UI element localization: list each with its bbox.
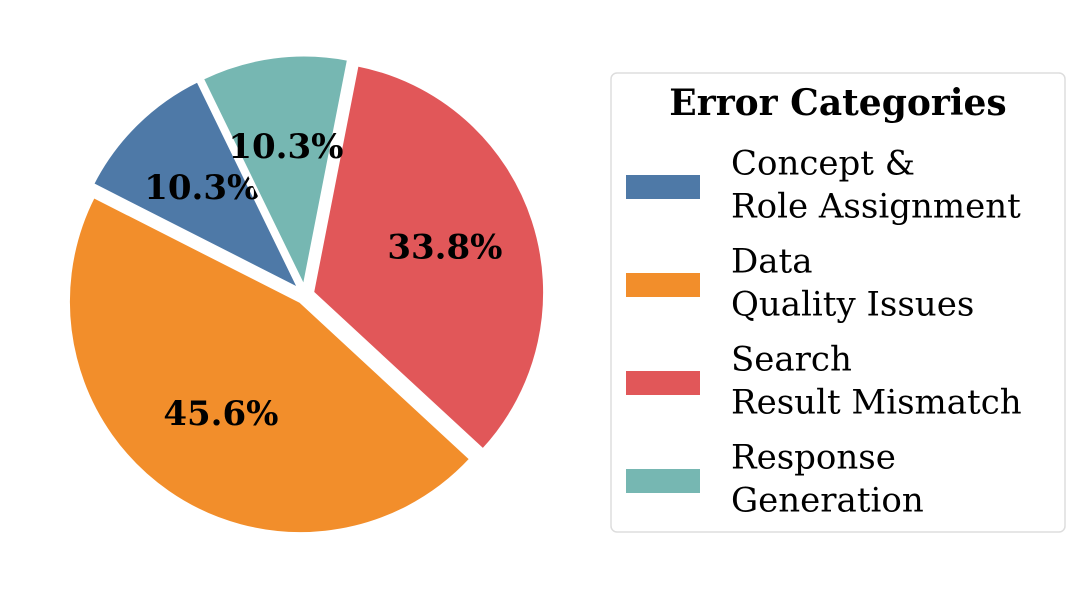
legend-label: Search Result Mismatch <box>731 340 1022 423</box>
pie-slice <box>90 78 303 293</box>
slice-label: 10.3% <box>228 127 343 167</box>
legend-title: Error Categories <box>669 82 1006 124</box>
pie-slice <box>200 53 351 292</box>
legend-box <box>610 72 1066 533</box>
legend-swatch <box>626 371 700 395</box>
legend-swatch <box>626 469 700 493</box>
legend-swatch <box>626 273 700 297</box>
legend-label: Data Quality Issues <box>731 242 974 325</box>
legend-label: Response Generation <box>731 438 924 521</box>
pie-slice <box>66 194 473 536</box>
legend-label: Concept & Role Assignment <box>731 144 1021 227</box>
slice-label: 10.3% <box>144 168 259 208</box>
pie-slice <box>310 63 547 453</box>
legend: Error Categories Concept & Role Assignmen… <box>610 72 1066 533</box>
legend-swatch <box>626 175 700 199</box>
slice-label: 33.8% <box>387 227 502 267</box>
pie: 10.3% 45.6% 33.8% 10.3% <box>66 53 547 536</box>
slice-label: 45.6% <box>163 394 278 434</box>
